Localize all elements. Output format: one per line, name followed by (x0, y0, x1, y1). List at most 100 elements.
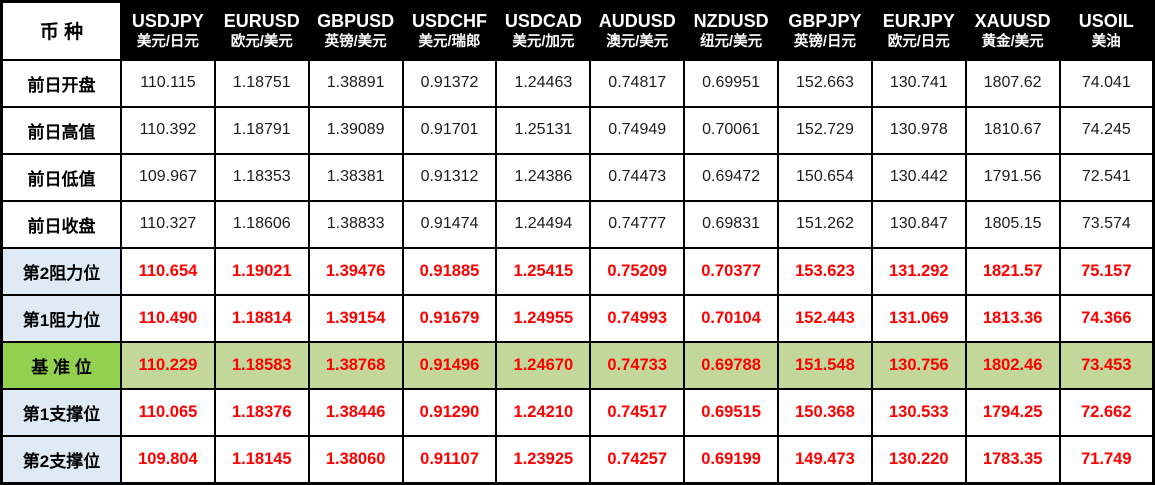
value-cell: 130.756 (870, 340, 967, 390)
value-cell: 0.70104 (683, 293, 780, 343)
pair-chinese-name: 欧元/美元 (230, 34, 293, 51)
value-cell: 131.292 (870, 246, 967, 296)
value-cell: 1807.62 (964, 58, 1061, 108)
value-cell: 110.392 (120, 105, 216, 155)
column-header-xauusd: XAUUSD 黄金/美元 (964, 0, 1061, 61)
column-header-gbpusd: GBPUSD 英镑/美元 (307, 0, 404, 61)
value-cell: 1.25415 (495, 246, 592, 296)
pair-chinese-name: 黄金/美元 (981, 34, 1044, 51)
value-cell: 152.663 (777, 58, 873, 108)
value-cell: 0.91312 (401, 152, 498, 202)
value-cell: 0.91496 (401, 340, 498, 390)
column-header-usdcad: USDCAD 美元/加元 (495, 0, 592, 61)
value-cell: 1.19021 (213, 246, 310, 296)
value-cell: 0.74733 (589, 340, 686, 390)
column-header-usdjpy: USDJPY 美元/日元 (120, 0, 216, 61)
table-row: 前日高值 110.392 1.18791 1.39089 0.91701 1.25131 0… (0, 105, 1155, 155)
value-cell: 0.69515 (683, 387, 780, 437)
value-cell: 0.74777 (589, 199, 686, 249)
table-row: 基 准 位 110.229 1.18583 1.38768 0.91496 1.24670… (0, 340, 1155, 390)
value-cell: 109.967 (120, 152, 216, 202)
pair-chinese-name: 美元/瑞郎 (418, 34, 481, 51)
value-cell: 130.533 (870, 387, 967, 437)
table-row: 第2支撑位 109.804 1.18145 1.38060 0.91107 1.23925… (0, 434, 1155, 485)
value-cell: 0.74817 (589, 58, 686, 108)
value-cell: 1.24210 (495, 387, 592, 437)
value-cell: 1.18376 (213, 387, 310, 437)
value-cell: 0.91885 (401, 246, 498, 296)
pair-symbol: GBPUSD (317, 10, 395, 31)
value-cell: 1.18751 (213, 58, 310, 108)
value-cell: 0.69831 (683, 199, 780, 249)
value-cell: 110.490 (120, 293, 216, 343)
pair-chinese-name: 纽元/美元 (700, 34, 763, 51)
column-header-gbpjpy: GBPJPY 英镑/日元 (777, 0, 873, 61)
value-cell: 0.91107 (401, 434, 498, 485)
pair-chinese-name: 美油 (1091, 34, 1121, 51)
value-cell: 1.39089 (307, 105, 404, 155)
value-cell: 71.749 (1058, 434, 1155, 485)
value-cell: 0.74949 (589, 105, 686, 155)
value-cell: 1.25131 (495, 105, 592, 155)
value-cell: 73.574 (1058, 199, 1155, 249)
value-cell: 0.75209 (589, 246, 686, 296)
value-cell: 149.473 (777, 434, 873, 485)
value-cell: 109.804 (120, 434, 216, 485)
column-header-audusd: AUDUSD 澳元/美元 (589, 0, 686, 61)
pair-symbol: NZDUSD (693, 10, 769, 31)
value-cell: 0.69788 (683, 340, 780, 390)
row-label: 第1支撑位 (0, 387, 122, 437)
value-cell: 74.041 (1058, 58, 1155, 108)
value-cell: 0.91474 (401, 199, 498, 249)
table-body: 前日开盘 110.115 1.18751 1.38891 0.91372 1.24463 0… (0, 58, 1155, 485)
value-cell: 130.442 (870, 152, 967, 202)
value-cell: 1.18145 (213, 434, 310, 485)
value-cell: 130.741 (870, 58, 967, 108)
value-cell: 130.978 (870, 105, 967, 155)
value-cell: 0.74257 (589, 434, 686, 485)
pair-chinese-name: 美元/日元 (136, 34, 199, 51)
value-cell: 1.24463 (495, 58, 592, 108)
pair-symbol: XAUUSD (974, 10, 1051, 31)
column-header-usoil: USOIL 美油 (1058, 0, 1155, 61)
value-cell: 1810.67 (964, 105, 1061, 155)
value-cell: 151.262 (777, 199, 873, 249)
pair-symbol: AUDUSD (598, 10, 676, 31)
value-cell: 1.38891 (307, 58, 404, 108)
value-cell: 1.38446 (307, 387, 404, 437)
value-cell: 74.366 (1058, 293, 1155, 343)
value-cell: 0.70061 (683, 105, 780, 155)
value-cell: 1.39476 (307, 246, 404, 296)
value-cell: 151.548 (777, 340, 873, 390)
table-row: 前日开盘 110.115 1.18751 1.38891 0.91372 1.24463 0… (0, 58, 1155, 108)
value-cell: 0.74517 (589, 387, 686, 437)
value-cell: 110.115 (120, 58, 216, 108)
row-label: 前日收盘 (0, 199, 122, 249)
row-label: 前日低值 (0, 152, 122, 202)
value-cell: 0.91679 (401, 293, 498, 343)
value-cell: 1.18353 (213, 152, 310, 202)
pair-chinese-name: 英镑/美元 (324, 34, 387, 51)
value-cell: 1791.56 (964, 152, 1061, 202)
value-cell: 0.70377 (683, 246, 780, 296)
row-label: 第2阻力位 (0, 246, 122, 296)
value-cell: 1.38833 (307, 199, 404, 249)
pair-chinese-name: 英镑/日元 (793, 34, 856, 51)
value-cell: 75.157 (1058, 246, 1155, 296)
row-label: 第2支撑位 (0, 434, 122, 485)
value-cell: 110.229 (120, 340, 216, 390)
value-cell: 1.23925 (495, 434, 592, 485)
column-header-nzdusd: NZDUSD 纽元/美元 (683, 0, 780, 61)
value-cell: 72.662 (1058, 387, 1155, 437)
value-cell: 1805.15 (964, 199, 1061, 249)
pair-symbol: EURJPY (882, 10, 955, 31)
table-row: 第1支撑位 110.065 1.18376 1.38446 0.91290 1.24210… (0, 387, 1155, 437)
value-cell: 1794.25 (964, 387, 1061, 437)
value-cell: 152.443 (777, 293, 873, 343)
column-header-usdchf: USDCHF 美元/瑞郎 (401, 0, 498, 61)
value-cell: 1.18583 (213, 340, 310, 390)
value-cell: 150.654 (777, 152, 873, 202)
pair-symbol: USOIL (1078, 10, 1134, 31)
